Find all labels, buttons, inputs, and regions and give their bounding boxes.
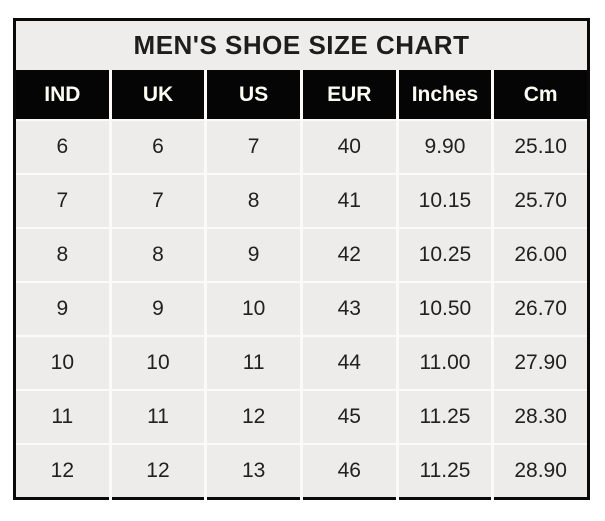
cell-cm: 28.30 [492,389,589,444]
cell-inches: 9.90 [397,119,495,174]
cell-cm: 26.70 [492,281,589,336]
cell-us: 10 [205,281,303,336]
cell-inches: 10.15 [397,173,495,228]
cell-us: 9 [205,227,303,282]
table-row: 6 6 7 40 9.90 25.10 [14,119,589,174]
cell-ind: 12 [14,443,112,499]
table-row: 10 10 11 44 11.00 27.90 [14,335,589,390]
column-header-us: US [205,70,303,120]
cell-cm: 25.10 [492,119,589,174]
cell-eur: 40 [301,119,399,174]
cell-uk: 7 [110,173,208,228]
cell-cm: 27.90 [492,335,589,390]
cell-inches: 10.25 [397,227,495,282]
cell-eur: 44 [301,335,399,390]
cell-inches: 11.25 [397,389,495,444]
cell-cm: 25.70 [492,173,589,228]
cell-ind: 10 [14,335,112,390]
cell-eur: 46 [301,443,399,499]
cell-eur: 45 [301,389,399,444]
cell-us: 13 [205,443,303,499]
table-row: 7 7 8 41 10.15 25.70 [14,173,589,228]
cell-uk: 6 [110,119,208,174]
table-row: 11 11 12 45 11.25 28.30 [14,389,589,444]
cell-us: 8 [205,173,303,228]
cell-ind: 9 [14,281,112,336]
shoe-size-chart-table: MEN'S SHOE SIZE CHART IND UK US EUR Inches Cm… [13,18,590,500]
cell-ind: 7 [14,173,112,228]
page-title: MEN'S SHOE SIZE CHART [14,19,589,70]
cell-inches: 11.25 [397,443,495,499]
column-header-uk: UK [110,70,208,120]
table-header-row: IND UK US EUR Inches Cm [14,70,589,120]
table-row: 8 8 9 42 10.25 26.00 [14,227,589,282]
cell-ind: 8 [14,227,112,282]
cell-us: 12 [205,389,303,444]
column-header-eur: EUR [301,70,399,120]
cell-ind: 11 [14,389,112,444]
cell-cm: 28.90 [492,443,589,499]
cell-inches: 10.50 [397,281,495,336]
column-header-inches: Inches [397,70,495,120]
table-body: 6 6 7 40 9.90 25.10 7 7 8 41 10.15 25.70 8 8 9 42 10.25 2… [14,119,589,499]
cell-eur: 42 [301,227,399,282]
cell-inches: 11.00 [397,335,495,390]
cell-us: 11 [205,335,303,390]
column-header-ind: IND [14,70,112,120]
cell-uk: 11 [110,389,208,444]
cell-ind: 6 [14,119,112,174]
column-header-cm: Cm [492,70,589,120]
cell-uk: 12 [110,443,208,499]
title-row: MEN'S SHOE SIZE CHART [14,19,589,70]
table-head: MEN'S SHOE SIZE CHART IND UK US EUR Inches Cm [14,19,589,120]
cell-us: 7 [205,119,303,174]
cell-cm: 26.00 [492,227,589,282]
cell-uk: 8 [110,227,208,282]
table-row: 12 12 13 46 11.25 28.90 [14,443,589,499]
cell-eur: 41 [301,173,399,228]
cell-uk: 10 [110,335,208,390]
cell-uk: 9 [110,281,208,336]
table-row: 9 9 10 43 10.50 26.70 [14,281,589,336]
cell-eur: 43 [301,281,399,336]
